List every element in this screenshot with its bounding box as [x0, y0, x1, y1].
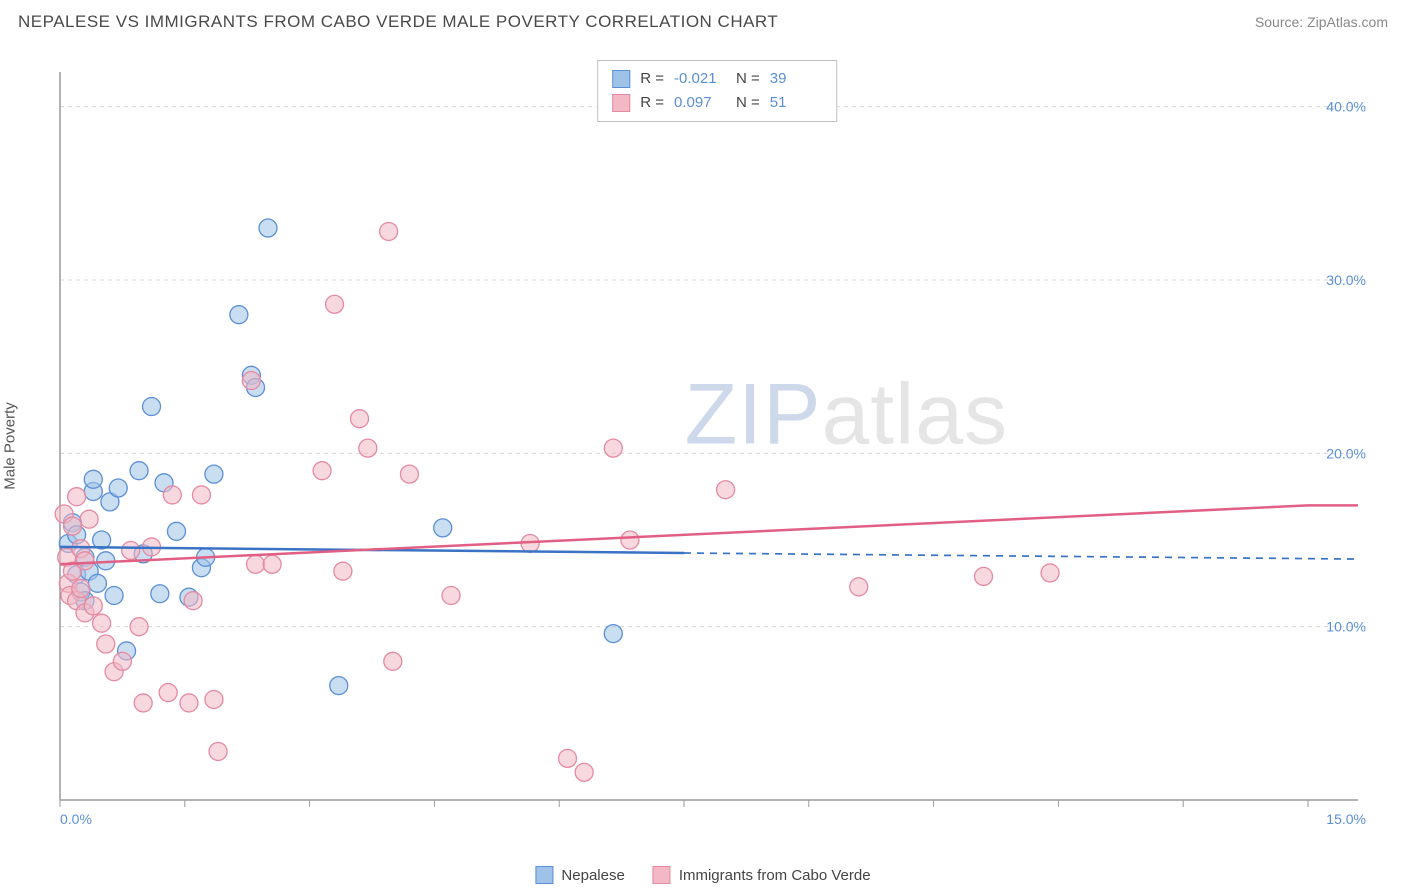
legend-n-label: N =: [736, 91, 760, 115]
chart-container: ZIPatlas 10.0%20.0%30.0%40.0%0.0%15.0% R…: [48, 60, 1386, 832]
y-axis-label: Male Poverty: [2, 402, 19, 490]
legend-n-value-0: 39: [770, 67, 822, 91]
legend-item-0: Nepalese: [535, 866, 624, 884]
page-title: NEPALESE VS IMMIGRANTS FROM CABO VERDE M…: [18, 12, 778, 32]
legend-n-label: N =: [736, 67, 760, 91]
legend-r-value-1: 0.097: [674, 91, 726, 115]
legend-r-value-0: -0.021: [674, 67, 726, 91]
legend-swatch-bottom-0: [535, 866, 553, 884]
svg-text:15.0%: 15.0%: [1326, 811, 1366, 827]
legend-n-value-1: 51: [770, 91, 822, 115]
source-attribution: Source: ZipAtlas.com: [1255, 14, 1388, 30]
svg-text:20.0%: 20.0%: [1326, 445, 1366, 461]
svg-text:10.0%: 10.0%: [1326, 619, 1366, 635]
legend-r-label: R =: [640, 91, 664, 115]
svg-text:0.0%: 0.0%: [60, 811, 92, 827]
legend-r-label: R =: [640, 67, 664, 91]
legend-label-0: Nepalese: [561, 867, 624, 884]
legend-label-1: Immigrants from Cabo Verde: [679, 867, 871, 884]
svg-text:30.0%: 30.0%: [1326, 272, 1366, 288]
legend-row-series-0: R = -0.021 N = 39: [612, 67, 822, 91]
series-legend: Nepalese Immigrants from Cabo Verde: [535, 866, 870, 884]
legend-swatch-0: [612, 70, 630, 88]
legend-row-series-1: R = 0.097 N = 51: [612, 91, 822, 115]
legend-swatch-bottom-1: [653, 866, 671, 884]
svg-text:40.0%: 40.0%: [1326, 99, 1366, 115]
correlation-legend: R = -0.021 N = 39 R = 0.097 N = 51: [597, 60, 837, 122]
legend-item-1: Immigrants from Cabo Verde: [653, 866, 871, 884]
legend-swatch-1: [612, 94, 630, 112]
scatter-chart: 10.0% 20.0% 30.0% 40.0% 0.0% 15.0%: [48, 60, 1368, 832]
